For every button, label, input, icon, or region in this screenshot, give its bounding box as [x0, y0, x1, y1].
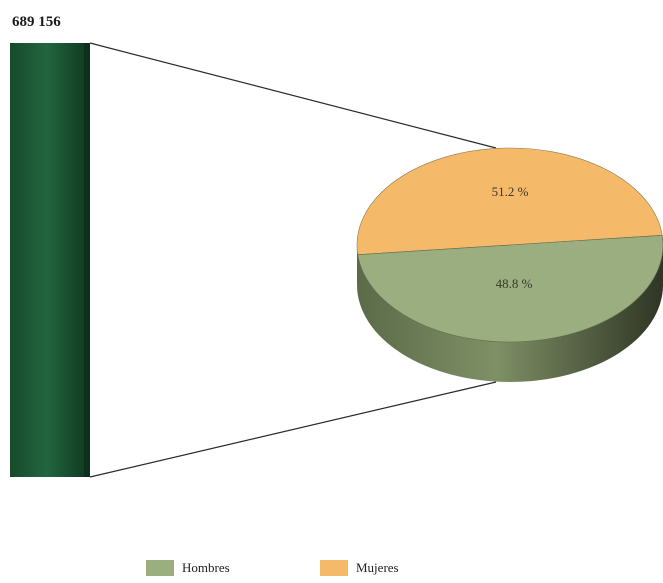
legend-label-hombres: Hombres	[182, 560, 230, 575]
connector-line-top	[89, 42, 497, 149]
total-bar-group: 689 156	[10, 14, 90, 477]
legend-label-mujeres: Mujeres	[356, 560, 399, 575]
legend: Hombres Mujeres	[0, 560, 663, 580]
slice-label-mujeres: 51.2 %	[492, 184, 529, 199]
total-value-label: 689 156	[12, 14, 61, 30]
legend-swatch-hombres	[146, 560, 174, 576]
total-bar	[10, 43, 84, 477]
legend-item-mujeres: Mujeres	[320, 560, 399, 576]
slice-hombres	[357, 234, 663, 343]
legend-item-hombres: Hombres	[146, 560, 230, 576]
legend-swatch-mujeres	[320, 560, 348, 576]
connector-line-bottom	[89, 381, 497, 478]
slice-mujeres	[356, 147, 663, 256]
slice-side-hombres	[357, 245, 663, 382]
slice-label-hombres: 48.8 %	[496, 276, 533, 291]
pie-group	[356, 147, 663, 382]
total-bar-edge	[84, 43, 90, 477]
